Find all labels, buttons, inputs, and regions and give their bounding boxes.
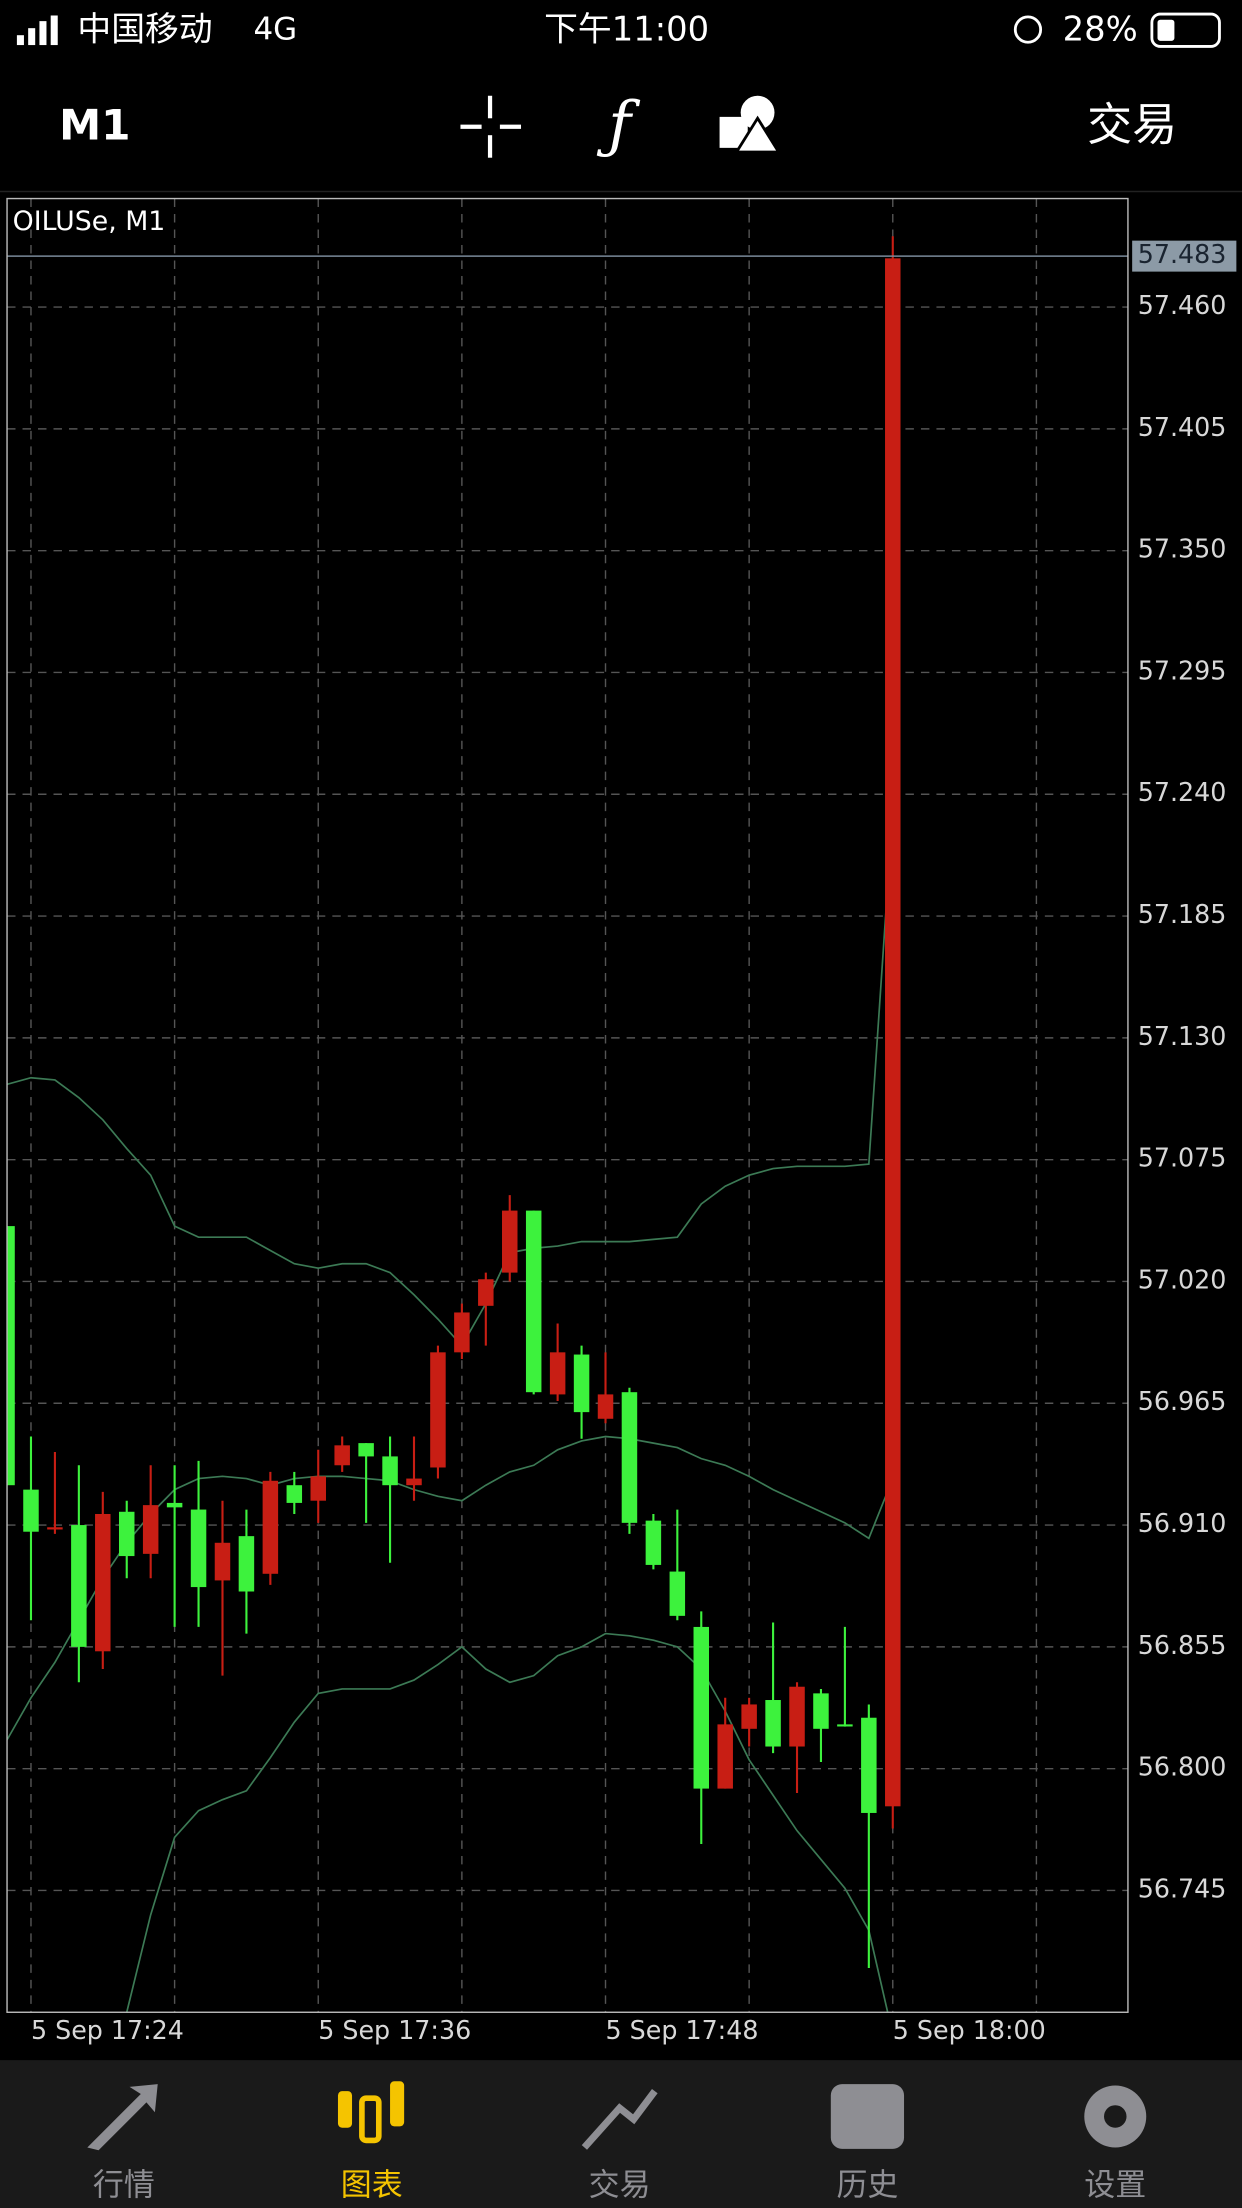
tab-label[interactable]: 交易 <box>589 2167 651 2203</box>
tab-icons <box>87 2081 1147 2151</box>
candle-body <box>741 1704 757 1729</box>
candle-body <box>358 1443 374 1457</box>
tab-label[interactable]: 历史 <box>836 2167 898 2203</box>
battery-icon <box>1150 12 1221 48</box>
y-tick-label: 57.295 <box>1138 655 1227 685</box>
timeframe-button[interactable]: M1 <box>59 101 130 150</box>
y-tick-label: 56.965 <box>1138 1386 1227 1416</box>
candle-body <box>645 1520 662 1565</box>
candle-body <box>71 1525 87 1647</box>
last-price-box <box>1132 240 1237 272</box>
chart: 57.460 57.405 57.350 57.295 57.240 57.185 57.1… <box>7 198 1237 2045</box>
tab-label[interactable]: 行情 <box>93 2167 155 2203</box>
candle-body <box>669 1571 686 1616</box>
candle-body <box>23 1489 39 1532</box>
x-tick-label: 5 Sep 17:24 <box>31 2015 184 2045</box>
x-tick-label: 5 Sep 18:00 <box>893 2015 1046 2045</box>
candle-body <box>573 1354 590 1413</box>
x-tick-label: 5 Sep 17:48 <box>606 2015 759 2045</box>
tab-bar <box>0 2060 1242 2208</box>
candle-body <box>837 1724 853 1727</box>
candle-body <box>861 1717 877 1813</box>
candle-body <box>47 1527 63 1530</box>
y-tick-label: 57.405 <box>1138 412 1227 442</box>
candle-body <box>693 1626 710 1789</box>
candle-body <box>765 1700 781 1747</box>
y-tick-label: 57.185 <box>1138 899 1227 929</box>
plot-area <box>7 198 1128 2013</box>
candle-body <box>717 1724 733 1789</box>
candle-body <box>621 1392 638 1523</box>
plot-frame <box>6 197 1129 2013</box>
y-tick-label: 57.130 <box>1138 1021 1227 1051</box>
candle-body <box>262 1480 279 1574</box>
candle-body <box>118 1511 135 1557</box>
candle-body <box>454 1312 470 1353</box>
candle-body <box>885 258 901 1807</box>
band-line <box>7 809 894 1348</box>
candle-body <box>597 1394 614 1419</box>
y-tick-label: 57.460 <box>1138 290 1227 320</box>
candle-body <box>166 1502 183 1508</box>
candle-body <box>214 1542 231 1581</box>
y-tick-label: 57.020 <box>1138 1264 1227 1294</box>
battery-text: 28% <box>1063 9 1138 48</box>
carrier: 中国移动 <box>77 9 212 48</box>
y-tick-label: 57.240 <box>1138 777 1227 807</box>
trade-button[interactable]: 交易 <box>1087 98 1177 151</box>
y-tick-label: 57.350 <box>1138 534 1227 564</box>
candle-body <box>95 1513 111 1652</box>
candle-body <box>430 1352 446 1468</box>
candle-body <box>334 1445 350 1466</box>
y-tick-label: 57.075 <box>1138 1143 1227 1173</box>
clock: 下午11:00 <box>544 9 709 48</box>
candle-body <box>549 1352 566 1395</box>
candle-body <box>7 1226 15 1486</box>
chart-title: OILUSe, M1 <box>13 206 166 237</box>
lock-icon <box>1013 15 1043 44</box>
y-tick-label: 56.745 <box>1138 1873 1227 1903</box>
tab-label[interactable]: 设置 <box>1084 2167 1146 2203</box>
candle-body <box>789 1686 805 1747</box>
crosshair-button[interactable] <box>460 95 522 158</box>
signal-icon <box>16 15 58 46</box>
last-price-label: 57.483 <box>1138 239 1227 269</box>
candle-body <box>190 1509 207 1588</box>
candle-body <box>813 1693 829 1729</box>
candle-body <box>525 1210 542 1393</box>
network: 4G <box>253 11 297 47</box>
band-line <box>125 1632 889 2013</box>
candle-body <box>406 1478 422 1486</box>
candle-body <box>286 1485 303 1503</box>
candle-body <box>310 1476 326 1501</box>
candle-body <box>238 1536 255 1592</box>
battery-level <box>1157 19 1175 41</box>
x-tick-label: 5 Sep 17:36 <box>318 2015 471 2045</box>
tab-label[interactable]: 图表 <box>341 2167 403 2203</box>
candle-body <box>478 1279 494 1306</box>
candle-body <box>142 1505 159 1554</box>
candle-body <box>502 1210 518 1273</box>
y-tick-label: 56.855 <box>1138 1630 1227 1660</box>
candle-body <box>382 1456 398 1486</box>
y-tick-label: 56.910 <box>1138 1508 1227 1538</box>
objects-button[interactable] <box>719 95 782 154</box>
y-tick-label: 56.800 <box>1138 1752 1227 1782</box>
